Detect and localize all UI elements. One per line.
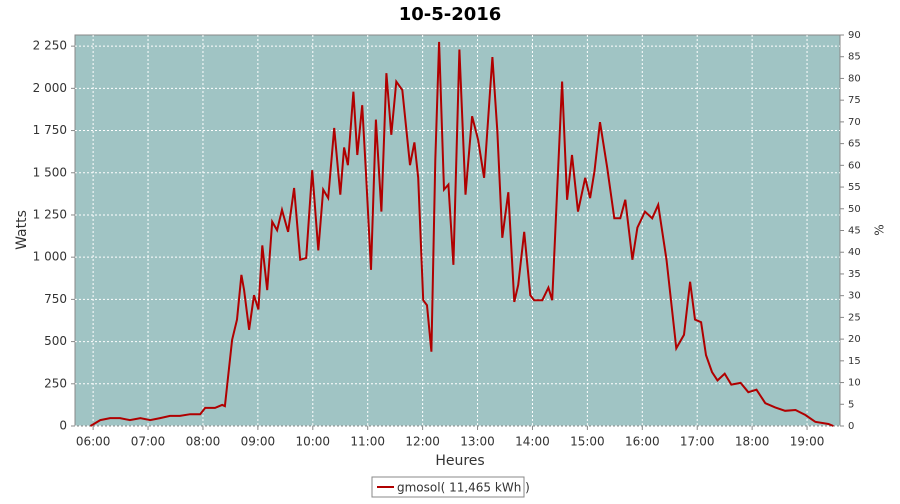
chart-title: 10-5-2016: [399, 4, 502, 25]
y2-tick-label: 0: [848, 421, 854, 432]
y2-tick-label: 45: [848, 226, 861, 237]
y2-tick-label: 65: [848, 139, 861, 150]
x-tick-label: 19:00: [790, 435, 825, 449]
y2-tick-label: 40: [848, 247, 861, 258]
data-line: [89, 41, 834, 427]
y2-tick-label: 90: [848, 30, 861, 41]
y2-tick-label: 75: [848, 95, 861, 106]
y-tick-label: 0: [59, 419, 67, 433]
y2-axis-label: %: [873, 224, 887, 235]
x-tick-label: 15:00: [570, 435, 605, 449]
x-tick-label: 07:00: [131, 435, 166, 449]
y2-tick-label: 10: [848, 378, 861, 389]
y-tick-label: 1 250: [33, 207, 67, 221]
x-tick-label: 11:00: [350, 435, 385, 449]
x-tick-label: 12:00: [405, 435, 440, 449]
x-tick-label: 10:00: [295, 435, 330, 449]
x-tick-label: 14:00: [515, 435, 550, 449]
y2-tick-label: 5: [848, 399, 854, 410]
y-tick-label: 750: [44, 292, 67, 306]
legend-box: [371, 476, 525, 498]
x-tick-label: 17:00: [680, 435, 715, 449]
y-tick-label: 2 250: [33, 39, 67, 53]
y2-tick-label: 25: [848, 312, 861, 323]
y2-tick-label: 60: [848, 160, 861, 171]
y-tick-label: 2 000: [33, 81, 67, 95]
x-tick-label: 09:00: [241, 435, 276, 449]
y2-tick-label: 85: [848, 52, 861, 63]
y-tick-label: 1 500: [33, 165, 67, 179]
x-tick-label: 06:00: [76, 435, 111, 449]
y-tick-label: 1 000: [33, 250, 67, 264]
y-tick-label: 250: [44, 376, 67, 390]
x-tick-label: 08:00: [186, 435, 221, 449]
y2-tick-label: 70: [848, 117, 861, 128]
x-tick-label: 18:00: [735, 435, 770, 449]
y-axis-label: Watts: [14, 210, 30, 250]
legend-label: gmosol( 11,465 kWh ): [397, 481, 530, 495]
y2-tick-label: 35: [848, 269, 861, 280]
y-tick-label: 500: [44, 334, 67, 348]
y2-tick-label: 55: [848, 182, 861, 193]
y-tick-label: 1 750: [33, 123, 67, 137]
y2-tick-label: 20: [848, 334, 861, 345]
y2-tick-label: 30: [848, 291, 861, 302]
y2-tick-label: 80: [848, 73, 861, 84]
x-axis-label: Heures: [435, 453, 484, 469]
y2-tick-label: 15: [848, 356, 861, 367]
x-tick-label: 13:00: [460, 435, 495, 449]
y2-tick-label: 50: [848, 204, 861, 215]
x-tick-label: 16:00: [625, 435, 660, 449]
